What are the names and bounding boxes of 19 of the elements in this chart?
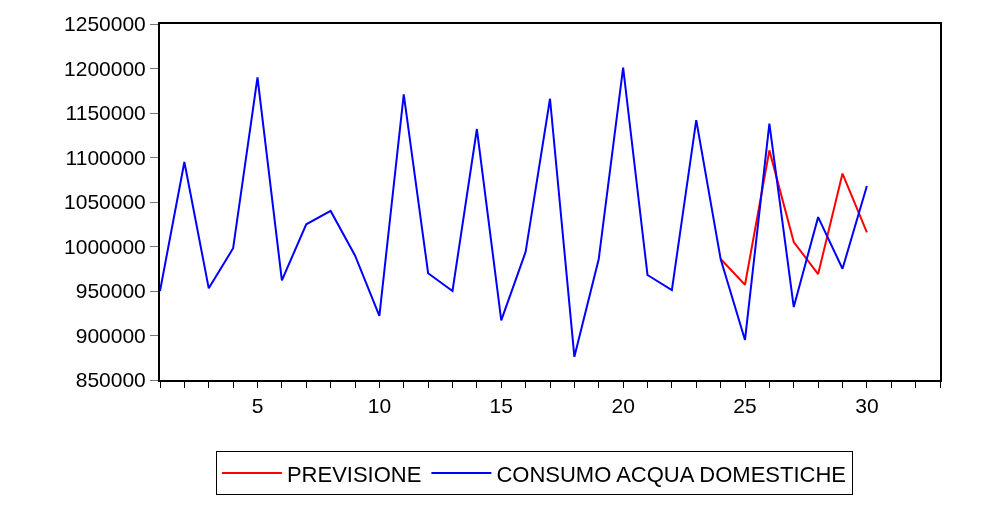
y-tick-label: 1200000 xyxy=(64,56,146,80)
legend-label: PREVISIONE xyxy=(286,461,422,487)
y-tick-label: 850000 xyxy=(75,368,146,392)
x-tick-label: 20 xyxy=(611,394,635,418)
line-series xyxy=(160,66,868,358)
y-tick-label: 1000000 xyxy=(64,234,146,258)
x-tick-label: 15 xyxy=(489,394,513,418)
y-tick-label: 1050000 xyxy=(64,190,146,214)
y-tick-label: 1250000 xyxy=(64,12,146,36)
line-series xyxy=(719,149,868,286)
x-tick-label: 10 xyxy=(367,394,392,418)
legend-label: CONSUMO ACQUA DOMESTICHE xyxy=(496,461,846,487)
y-tick-label: 1150000 xyxy=(65,101,146,125)
x-tick-label: 5 xyxy=(251,394,264,418)
x-tick-label: 30 xyxy=(855,394,879,418)
y-tick-label: 900000 xyxy=(75,323,146,347)
y-tick-label: 950000 xyxy=(75,279,146,303)
y-tick-label: 1100000 xyxy=(65,145,146,169)
x-tick-label: 25 xyxy=(733,394,757,418)
